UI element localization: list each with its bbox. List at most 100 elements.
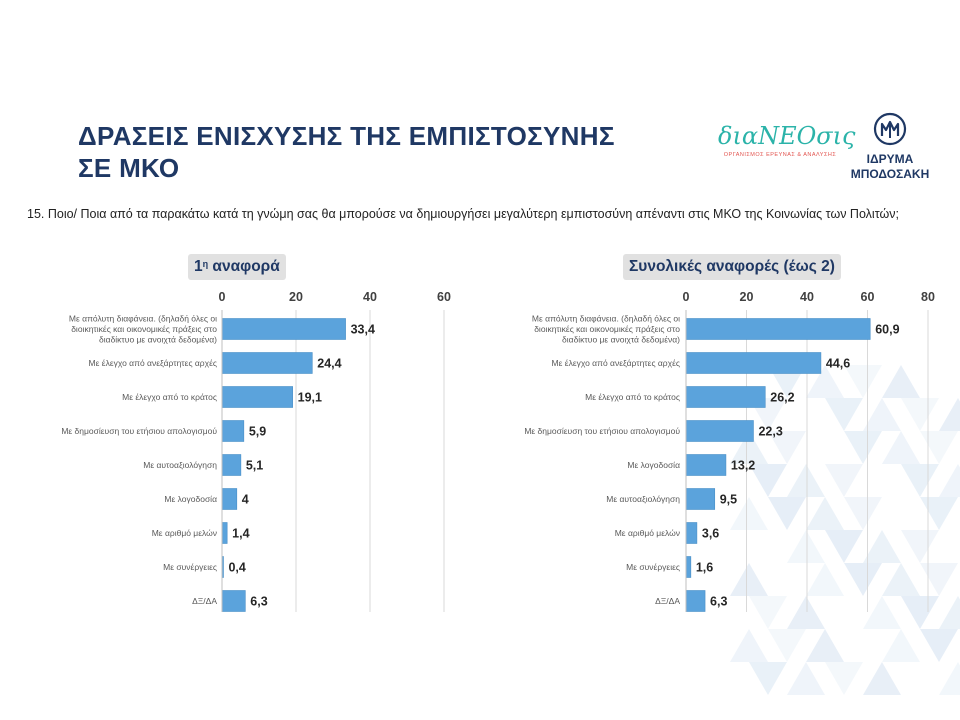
decorative-triangle bbox=[901, 398, 939, 431]
chart-1-tick-label: 60 bbox=[437, 290, 451, 304]
decorative-triangle bbox=[825, 464, 863, 497]
chart-2-value-label: 60,9 bbox=[875, 323, 899, 337]
chart-1-bar bbox=[221, 318, 346, 340]
decorative-triangle bbox=[920, 497, 958, 530]
decorative-triangle bbox=[920, 563, 958, 596]
decorative-triangle bbox=[787, 596, 825, 629]
dianeosis-logo-name: διαΝΕΟσις bbox=[718, 122, 856, 150]
decorative-triangle bbox=[768, 629, 806, 662]
chart-1-title-rest: αναφορά bbox=[208, 258, 280, 275]
chart-2-value-label: 3,6 bbox=[702, 527, 719, 541]
chart-2-value-label: 22,3 bbox=[758, 425, 782, 439]
chart-2-value-label: 1,6 bbox=[696, 561, 713, 575]
chart-1-value-label: 24,4 bbox=[317, 357, 341, 371]
chart-2-bar bbox=[685, 352, 822, 374]
chart-2-tick-label: 40 bbox=[800, 290, 814, 304]
decorative-triangle bbox=[844, 563, 882, 596]
chart-2-category-label: Με δημοσίευση του ετήσιου απολογισμού bbox=[524, 426, 680, 436]
chart-1-category-label: Με αυτοαξιολόγηση bbox=[143, 460, 217, 470]
chart-2-category-label: Με απόλυτη διαφάνεια. (δηλαδή όλες οι bbox=[532, 314, 680, 324]
chart-1-value-label: 4 bbox=[242, 493, 249, 507]
decorative-triangle bbox=[882, 563, 920, 596]
decorative-triangle bbox=[882, 629, 920, 662]
bodossaki-emblem-icon bbox=[873, 112, 907, 146]
decorative-triangle bbox=[787, 662, 825, 695]
survey-question: 15. Ποιο/ Ποια από τα παρακάτω κατά τη γ… bbox=[27, 207, 899, 221]
chart-1-value-label: 19,1 bbox=[298, 391, 322, 405]
chart-2-category-label: διαδίκτυο με ανοιχτά δεδομένα) bbox=[562, 335, 680, 345]
decorative-triangle bbox=[825, 530, 863, 563]
chart-first-mention: 0 20 40 60 33,4 Με απόλυτη διαφάνεια. (δηλαδή… bbox=[61, 290, 451, 612]
decorative-triangle bbox=[863, 398, 901, 431]
chart-1-bar bbox=[221, 488, 238, 510]
decorative-triangle bbox=[882, 431, 920, 464]
chart-1-value-label: 33,4 bbox=[351, 323, 375, 337]
chart-2-title: Συνολικές αναφορές (έως 2) bbox=[623, 254, 841, 280]
chart-2-tick-label: 60 bbox=[861, 290, 875, 304]
decorative-triangle bbox=[920, 431, 958, 464]
chart-2-value-label: 6,3 bbox=[710, 595, 727, 609]
decorative-triangle bbox=[863, 530, 901, 563]
chart-2-value-label: 13,2 bbox=[731, 459, 755, 473]
bodossaki-logo-line-2: ΜΠΟΔΟΣΑΚΗ bbox=[850, 167, 930, 181]
decorative-triangle bbox=[730, 431, 768, 464]
chart-1-bar bbox=[221, 420, 245, 442]
dianeosis-logo-subtitle: ΟΡΓΑΝΙΣΜΟΣ ΕΡΕΥΝΑΣ & ΑΝΑΛΥΣΗΣ bbox=[723, 152, 837, 158]
decorative-triangle bbox=[806, 365, 844, 398]
decorative-triangle bbox=[730, 497, 768, 530]
chart-1-value-label: 1,4 bbox=[232, 527, 249, 541]
bodossaki-logo-line-1: ΙΔΡΥΜΑ bbox=[866, 152, 914, 166]
title-line-1: ΔΡΑΣΕΙΣ ΕΝΙΣΧΥΣΗΣ ΤΗΣ ΕΜΠΙΣΤΟΣΥΝΗΣ bbox=[78, 121, 615, 151]
chart-1-category-label: Με έλεγχο από το κράτος bbox=[122, 392, 217, 402]
chart-2-category-label: ΔΞ/ΔΑ bbox=[655, 596, 680, 606]
decorative-triangle bbox=[730, 629, 768, 662]
chart-1-category-label: διαδίκτυο με ανοιχτά δεδομένα) bbox=[99, 335, 217, 345]
chart-1-value-label: 5,1 bbox=[246, 459, 263, 473]
chart-2-category-label: Με έλεγχο από το κράτος bbox=[585, 392, 680, 402]
chart-2-value-label: 9,5 bbox=[720, 493, 737, 507]
chart-1-tick-label: 40 bbox=[363, 290, 377, 304]
decorative-triangle bbox=[825, 662, 863, 695]
decorative-triangle bbox=[825, 398, 863, 431]
chart-1-category-label: διοικητικές και οικονομικές πράξεις στο bbox=[71, 324, 217, 334]
chart-1-bar bbox=[221, 590, 246, 612]
title-line-2: ΣΕ ΜΚΟ bbox=[78, 153, 180, 183]
chart-1-value-label: 5,9 bbox=[249, 425, 266, 439]
chart-1-category-label: Με δημοσίευση του ετήσιου απολογισμού bbox=[61, 426, 217, 436]
chart-1-bar bbox=[221, 386, 293, 408]
decorative-triangle bbox=[920, 629, 958, 662]
chart-2-bar bbox=[685, 420, 754, 442]
slide-title: ΔΡΑΣΕΙΣ ΕΝΙΣΧΥΣΗΣ ΤΗΣ ΕΜΠΙΣΤΟΣΥΝΗΣ ΣΕ ΜΚ… bbox=[78, 120, 698, 184]
decorative-triangle bbox=[939, 662, 960, 695]
chart-2-bar bbox=[685, 386, 766, 408]
chart-1-category-label: Με έλεγχο από ανεξάρτητες αρχές bbox=[89, 358, 217, 368]
decorative-triangle bbox=[768, 431, 806, 464]
decorative-triangle bbox=[844, 497, 882, 530]
chart-2-tick-label: 80 bbox=[921, 290, 935, 304]
chart-1-tick-label: 20 bbox=[289, 290, 303, 304]
chart-2-tick-label: 0 bbox=[683, 290, 690, 304]
decorative-triangle bbox=[863, 596, 901, 629]
decorative-triangle bbox=[749, 464, 787, 497]
chart-2-category-label: Με λογοδοσία bbox=[627, 460, 680, 470]
chart-1-category-label: Με συνέργειες bbox=[163, 562, 217, 572]
chart-1-category-label: Με απόλυτη διαφάνεια. (δηλαδή όλες οι bbox=[69, 314, 217, 324]
chart-2-tick-label: 20 bbox=[740, 290, 754, 304]
decorative-triangle bbox=[749, 596, 787, 629]
chart-2-category-label: Με συνέργειες bbox=[626, 562, 680, 572]
chart-1-category-label: Με λογοδοσία bbox=[164, 494, 217, 504]
chart-2-bar bbox=[685, 590, 706, 612]
decorative-triangle bbox=[939, 464, 960, 497]
chart-2-bar bbox=[685, 556, 692, 578]
chart-1-category-label: Με αριθμό μελών bbox=[152, 528, 217, 538]
chart-1-bar bbox=[221, 454, 242, 476]
chart-2-bar bbox=[685, 522, 698, 544]
chart-1-value-label: 6,3 bbox=[250, 595, 267, 609]
decorative-triangle bbox=[806, 629, 844, 662]
chart-1-title-main: 1 bbox=[194, 258, 203, 275]
chart-2-value-label: 44,6 bbox=[826, 357, 850, 371]
decorative-triangle bbox=[768, 497, 806, 530]
chart-2-category-label: Με έλεγχο από ανεξάρτητες αρχές bbox=[552, 358, 680, 368]
decorative-triangle bbox=[882, 365, 920, 398]
decorative-triangle bbox=[749, 662, 787, 695]
